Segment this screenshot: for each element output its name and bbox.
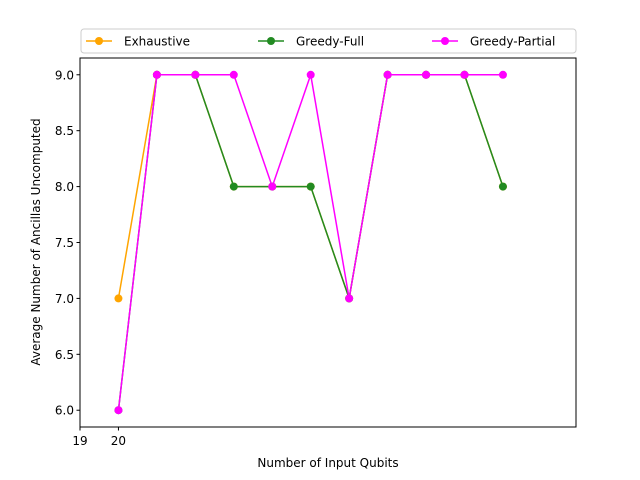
data-point-greedy-partial <box>114 406 123 415</box>
data-point-greedy-full <box>306 182 315 191</box>
legend-marker-greedy-partial <box>441 37 449 45</box>
data-point-greedy-full <box>498 182 507 191</box>
legend-frame <box>80 28 577 54</box>
legend-label-greedy-partial: Greedy-Partial <box>470 35 555 49</box>
y-axis: 6.0 6.5 7.0 7.5 8.0 8.5 9.0 <box>55 68 80 418</box>
series-layer <box>114 70 507 415</box>
data-point-greedy-partial <box>306 70 315 79</box>
y-tick-label: 8.5 <box>55 124 74 138</box>
legend-marker-greedy-full <box>267 37 275 45</box>
data-point-greedy-partial <box>460 70 469 79</box>
legend-label-greedy-full: Greedy-Full <box>296 35 364 49</box>
y-tick-label: 7.5 <box>55 236 74 250</box>
x-tick-label: 19 <box>72 434 87 448</box>
data-point-exhaustive <box>114 294 123 303</box>
data-point-greedy-partial <box>152 70 161 79</box>
legend-label-exhaustive: Exhaustive <box>124 35 190 49</box>
y-tick-label: 6.0 <box>55 404 74 418</box>
data-point-greedy-partial <box>229 70 238 79</box>
x-axis: 19 20 <box>72 427 126 448</box>
data-point-greedy-partial <box>345 294 354 303</box>
y-axis-label: Average Number of Ancillas Uncomputed <box>29 118 43 365</box>
legend: Exhaustive Greedy-Full Greedy-Partial <box>80 28 577 54</box>
data-point-greedy-partial <box>422 70 431 79</box>
data-point-greedy-partial <box>268 182 277 191</box>
data-point-greedy-partial <box>191 70 200 79</box>
y-tick-label: 7.0 <box>55 292 74 306</box>
plot-area-background <box>80 58 576 427</box>
data-point-greedy-partial <box>498 70 507 79</box>
y-tick-label: 8.0 <box>55 180 74 194</box>
y-tick-label: 6.5 <box>55 348 74 362</box>
x-tick-label: 20 <box>111 434 126 448</box>
data-point-greedy-full <box>229 182 238 191</box>
data-point-greedy-partial <box>383 70 392 79</box>
y-tick-label: 9.0 <box>55 68 74 82</box>
x-axis-label: Number of Input Qubits <box>257 456 398 470</box>
legend-marker-exhaustive <box>95 37 103 45</box>
